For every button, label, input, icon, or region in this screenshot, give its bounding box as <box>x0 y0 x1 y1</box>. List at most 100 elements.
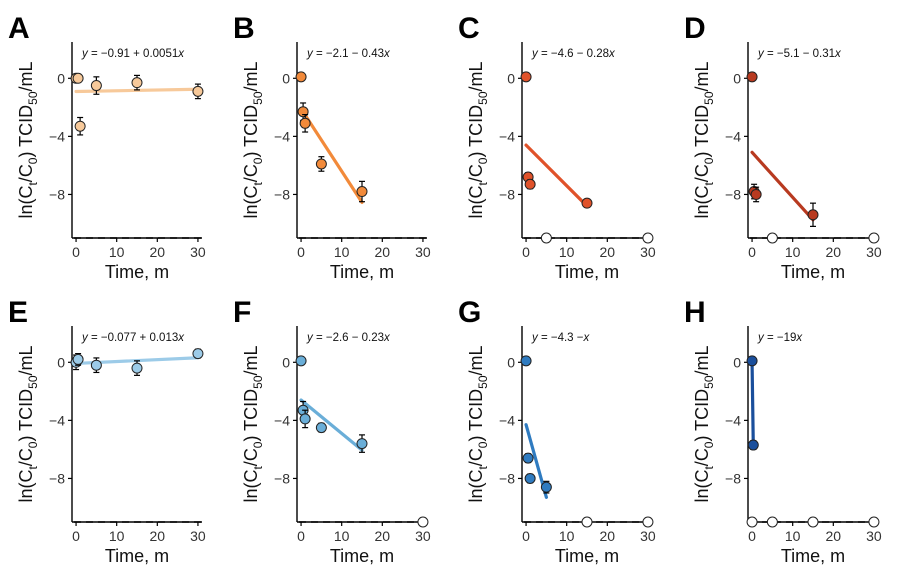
data-point <box>72 353 84 365</box>
x-tick-label: 20 <box>826 244 842 260</box>
panel-H: Hln(Ct/C0) TCID50/mL 0 −4 −8 0 10 20 30 Time, m y… <box>684 296 882 566</box>
data-point <box>540 481 552 493</box>
x-axis-title: Time, m <box>555 262 619 282</box>
data-point <box>520 355 532 367</box>
regression-equation: y = −19x <box>757 332 803 344</box>
y-axis-title: ln(Ct/C0) TCID50/mL <box>466 61 490 218</box>
x-tick-label: 10 <box>559 244 575 260</box>
y-tick-label: 0 <box>282 70 290 86</box>
regression-equation: y = −4.3 −x <box>531 332 590 344</box>
x-tick-label: 0 <box>522 528 530 544</box>
data-point <box>299 413 311 425</box>
regression-line <box>299 107 364 205</box>
data-point <box>746 71 758 83</box>
y-tick-label: −8 <box>49 186 65 202</box>
x-tick-label: 10 <box>334 244 350 260</box>
x-tick-label: 10 <box>785 244 801 260</box>
data-point <box>90 80 102 92</box>
data-point <box>90 359 102 371</box>
x-axis-title: Time, m <box>105 546 169 566</box>
regression-equation: y = −4.6 − 0.28x <box>531 48 616 60</box>
data-point <box>295 355 307 367</box>
x-tick-label: 0 <box>522 244 530 260</box>
x-axis-title: Time, m <box>781 262 845 282</box>
x-tick-label: 30 <box>415 528 431 544</box>
x-tick-label: 0 <box>72 528 80 544</box>
x-tick-label: 10 <box>559 528 575 544</box>
below-limit-point <box>868 232 880 244</box>
x-tick-label: 20 <box>150 244 166 260</box>
data-point <box>131 77 143 89</box>
panel-label: E <box>8 296 28 329</box>
x-axis-title: Time, m <box>330 546 394 566</box>
below-limit-point <box>540 232 552 244</box>
data-point <box>746 355 758 367</box>
below-limit-point <box>417 516 429 528</box>
x-tick-label: 20 <box>600 528 616 544</box>
x-tick-label: 30 <box>866 528 882 544</box>
x-tick-label: 10 <box>109 528 125 544</box>
y-tick-label: −8 <box>499 470 515 486</box>
x-tick-label: 20 <box>150 528 166 544</box>
regression-line <box>524 143 589 208</box>
panel-label: B <box>233 12 255 45</box>
y-tick-label: −4 <box>49 128 65 144</box>
y-axis-title: ln(Ct/C0) TCID50/mL <box>16 61 40 218</box>
x-tick-label: 10 <box>785 528 801 544</box>
below-limit-point <box>766 516 778 528</box>
x-tick-label: 0 <box>297 528 305 544</box>
y-axis-title: ln(Ct/C0) TCID50/mL <box>692 61 716 218</box>
data-point <box>299 117 311 129</box>
regression-line <box>750 150 815 222</box>
data-point <box>74 120 86 132</box>
x-tick-label: 30 <box>415 244 431 260</box>
x-tick-label: 30 <box>190 244 206 260</box>
data-point <box>522 452 534 464</box>
y-tick-label: −8 <box>49 470 65 486</box>
x-tick-label: 20 <box>826 528 842 544</box>
data-point <box>807 209 819 221</box>
panel-label: G <box>458 296 481 329</box>
x-axis-title: Time, m <box>105 262 169 282</box>
panel-F: Fln(Ct/C0) TCID50/mL 0 −4 −8 0 10 20 30 Time, m y… <box>233 296 431 566</box>
y-axis-title: ln(Ct/C0) TCID50/mL <box>241 345 265 502</box>
panel-D: Dln(Ct/C0) TCID50/mL 0 −4 −8 0 10 20 30 Time, m y… <box>684 12 882 282</box>
data-point <box>192 85 204 97</box>
y-axis-title: ln(Ct/C0) TCID50/mL <box>16 345 40 502</box>
data-point <box>192 348 204 360</box>
y-tick-label: −4 <box>274 412 290 428</box>
y-tick-label: −8 <box>725 470 741 486</box>
data-point <box>524 472 536 484</box>
y-axis-title: ln(Ct/C0) TCID50/mL <box>241 61 265 218</box>
data-point <box>131 362 143 374</box>
y-tick-label: 0 <box>507 354 515 370</box>
x-tick-label: 30 <box>640 528 656 544</box>
regression-line <box>299 398 364 452</box>
x-tick-label: 0 <box>748 244 756 260</box>
y-tick-label: −4 <box>499 128 515 144</box>
panel-C: Cln(Ct/C0) TCID50/mL 0 −4 −8 0 10 20 30 Time, m y… <box>458 12 656 282</box>
panel-label: A <box>8 12 30 45</box>
x-axis-title: Time, m <box>330 262 394 282</box>
data-point <box>72 72 84 84</box>
regression-equation: y = −0.077 + 0.013x <box>81 332 185 344</box>
data-point <box>315 422 327 434</box>
panel-E: Eln(Ct/C0) TCID50/mL 0 −4 −8 0 10 20 30 Time, m y… <box>8 296 206 566</box>
x-axis-title: Time, m <box>781 546 845 566</box>
y-tick-label: −4 <box>49 412 65 428</box>
below-limit-point <box>642 232 654 244</box>
x-tick-label: 0 <box>748 528 756 544</box>
below-limit-point <box>642 516 654 528</box>
below-limit-point <box>868 516 880 528</box>
panel-label: F <box>233 296 251 329</box>
data-point <box>356 186 368 198</box>
regression-equation: y = −2.6 − 0.23x <box>306 332 391 344</box>
x-tick-label: 0 <box>297 244 305 260</box>
x-tick-label: 10 <box>334 528 350 544</box>
data-point <box>581 197 593 209</box>
data-point <box>356 438 368 450</box>
y-axis-title: ln(Ct/C0) TCID50/mL <box>692 345 716 502</box>
panel-A: Aln(Ct/C0) TCID50/mL 0 −4 −8 0 10 20 30 Time, m y… <box>8 12 206 282</box>
x-tick-label: 30 <box>190 528 206 544</box>
